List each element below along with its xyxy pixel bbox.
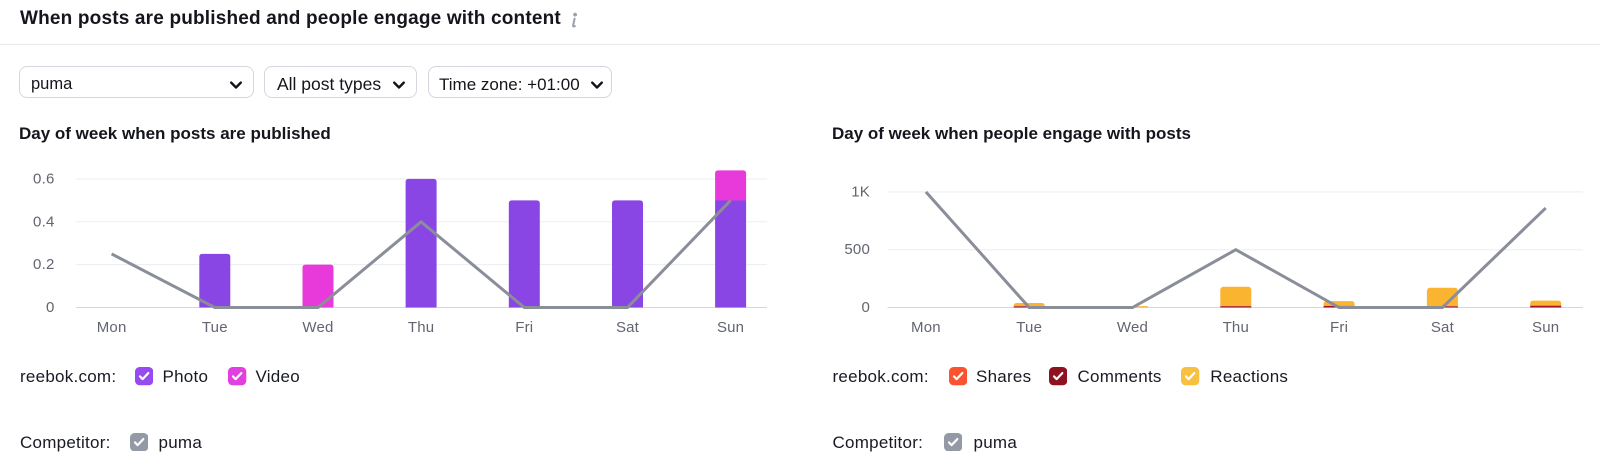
svg-text:0.2: 0.2 [33, 256, 54, 273]
svg-text:1K: 1K [851, 183, 870, 200]
svg-text:Tue: Tue [202, 319, 228, 336]
svg-text:Sat: Sat [1431, 319, 1455, 336]
svg-text:0: 0 [46, 299, 55, 316]
svg-text:Tue: Tue [1016, 319, 1042, 336]
svg-text:0.4: 0.4 [33, 213, 54, 230]
svg-text:Fri: Fri [515, 319, 533, 336]
svg-text:Sun: Sun [717, 319, 744, 336]
svg-text:Wed: Wed [1117, 319, 1148, 336]
svg-text:Fri: Fri [1330, 319, 1348, 336]
svg-text:Wed: Wed [302, 319, 333, 336]
svg-text:Mon: Mon [911, 319, 941, 336]
svg-text:Thu: Thu [408, 319, 434, 336]
svg-text:Mon: Mon [97, 319, 127, 336]
svg-text:Sun: Sun [1532, 319, 1559, 336]
svg-text:Thu: Thu [1223, 319, 1249, 336]
svg-text:Sat: Sat [616, 319, 640, 336]
svg-text:500: 500 [844, 241, 870, 258]
svg-text:0.6: 0.6 [33, 171, 54, 188]
svg-text:0: 0 [861, 299, 870, 316]
